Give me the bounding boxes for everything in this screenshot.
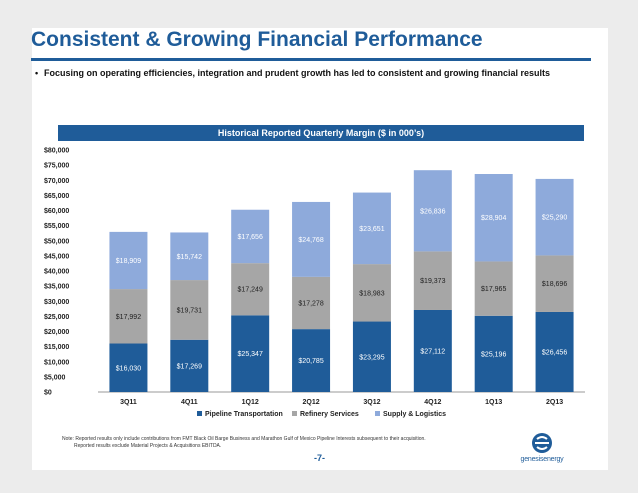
y-tick-label: $45,000: [44, 253, 69, 260]
y-tick-label: $70,000: [44, 178, 69, 185]
y-tick-label: $65,000: [44, 193, 69, 200]
data-label: $23,651: [359, 226, 384, 233]
bar-segment: [170, 339, 209, 392]
page-number: -7-: [314, 453, 325, 463]
bar-segment: [292, 276, 331, 330]
x-tick-label: 2Q12: [303, 399, 320, 406]
bar-segment: [231, 263, 270, 316]
data-label: $18,696: [542, 281, 567, 288]
legend-label: Pipeline Transportation: [205, 411, 283, 418]
bar-segment: [109, 289, 148, 344]
legend-label: Supply & Logistics: [383, 411, 446, 418]
y-tick-label: $50,000: [44, 238, 69, 245]
y-tick-label: $55,000: [44, 223, 69, 230]
y-tick-label: $5,000: [44, 374, 66, 381]
data-label: $25,196: [481, 351, 506, 358]
data-label: $20,785: [298, 358, 323, 365]
bullet-marker: •: [35, 68, 39, 78]
data-label: $28,904: [481, 215, 506, 222]
bar-segment: [413, 309, 452, 392]
data-label: $18,909: [116, 258, 141, 265]
data-label: $15,742: [177, 254, 202, 261]
bar-segment: [231, 209, 270, 264]
y-tick-label: $80,000: [44, 148, 69, 155]
data-label: $24,768: [298, 237, 323, 244]
bars-layer: [109, 170, 574, 392]
bullet-text: • Focusing on operating efficiencies, in…: [35, 68, 574, 79]
y-tick-label: $0: [44, 390, 52, 397]
bar-segment: [413, 170, 452, 252]
footnote-line-2: Reported results exclude Material Projec…: [74, 443, 222, 449]
bar-segment: [109, 231, 148, 290]
bar-segment: [292, 201, 331, 277]
y-tick-label: $20,000: [44, 329, 69, 336]
y-tick-label: $15,000: [44, 344, 69, 351]
x-tick-label: 2Q13: [546, 399, 563, 406]
logo-wordmark: genesisenergy: [520, 456, 564, 463]
x-tick-label: 3Q12: [363, 399, 380, 406]
bar-segment: [292, 329, 331, 392]
title-underline: [31, 58, 591, 61]
bar-segment: [413, 251, 452, 310]
y-tick-label: $25,000: [44, 314, 69, 321]
bar-segment: [535, 255, 574, 312]
data-label: $17,965: [481, 286, 506, 293]
x-tick-label: 4Q11: [181, 399, 198, 406]
bar-segment: [352, 321, 391, 392]
data-label: $17,656: [238, 234, 263, 241]
bar-segment: [170, 232, 209, 281]
page-title: Consistent & Growing Financial Performan…: [31, 28, 483, 51]
bar-segment: [474, 261, 513, 316]
bar-segment: [352, 192, 391, 265]
x-tick-label: 1Q12: [242, 399, 259, 406]
footnote-line-1: Note: Reported results only include cont…: [62, 436, 426, 442]
data-label: $17,992: [116, 314, 141, 321]
chart-legend: Pipeline Transportation Refinery Services…: [197, 411, 446, 418]
footnote: Note: Reported results only include cont…: [62, 436, 532, 450]
x-tick-label: 1Q13: [485, 399, 502, 406]
legend-swatch: [375, 411, 380, 416]
company-logo: genesisenergy: [506, 432, 578, 468]
data-label: $18,983: [359, 290, 384, 297]
bar-segment: [109, 343, 148, 392]
legend-swatch: [197, 411, 202, 416]
data-label: $19,731: [177, 307, 202, 314]
y-tick-label: $75,000: [44, 163, 69, 170]
data-label: $19,373: [420, 278, 445, 285]
bar-segment: [474, 174, 513, 262]
bar-segment: [352, 264, 391, 322]
y-tick-label: $30,000: [44, 299, 69, 306]
data-label: $17,278: [298, 300, 323, 307]
y-tick-label: $10,000: [44, 359, 69, 366]
y-tick-label: $60,000: [44, 208, 69, 215]
y-tick-label: $35,000: [44, 284, 69, 291]
value-labels-layer: $16,030 $17,992 $18,909 $17,269 $19,731 $15,7…: [116, 208, 568, 372]
stacked-bar-chart: $0 $5,000 $10,000 $15,000 $20,000 $25,000 $30,…: [44, 148, 585, 418]
bar-segment: [170, 280, 209, 340]
bullet-body: Focusing on operating efficiencies, inte…: [44, 68, 551, 78]
genesis-logo-icon: [532, 433, 552, 453]
data-label: $25,290: [542, 215, 567, 222]
bar-segment: [535, 311, 574, 392]
chart-title-banner: Historical Reported Quarterly Margin ($ …: [58, 125, 584, 141]
data-label: $16,030: [116, 365, 141, 372]
x-tick-label: 4Q12: [424, 399, 441, 406]
data-label: $26,836: [420, 208, 445, 215]
bar-segment: [231, 315, 270, 392]
data-label: $26,456: [542, 349, 567, 356]
legend-swatch: [292, 411, 297, 416]
y-tick-label: $40,000: [44, 269, 69, 276]
data-label: $23,295: [359, 354, 384, 361]
data-label: $17,269: [177, 363, 202, 370]
bar-segment: [474, 315, 513, 392]
bar-segment: [535, 178, 574, 256]
legend-label: Refinery Services: [300, 411, 359, 418]
x-tick-label: 3Q11: [120, 399, 137, 406]
data-label: $17,249: [238, 287, 263, 294]
data-label: $25,347: [238, 351, 263, 358]
axis-layer: $0 $5,000 $10,000 $15,000 $20,000 $25,000 $30,…: [44, 148, 585, 406]
data-label: $27,112: [420, 348, 445, 355]
